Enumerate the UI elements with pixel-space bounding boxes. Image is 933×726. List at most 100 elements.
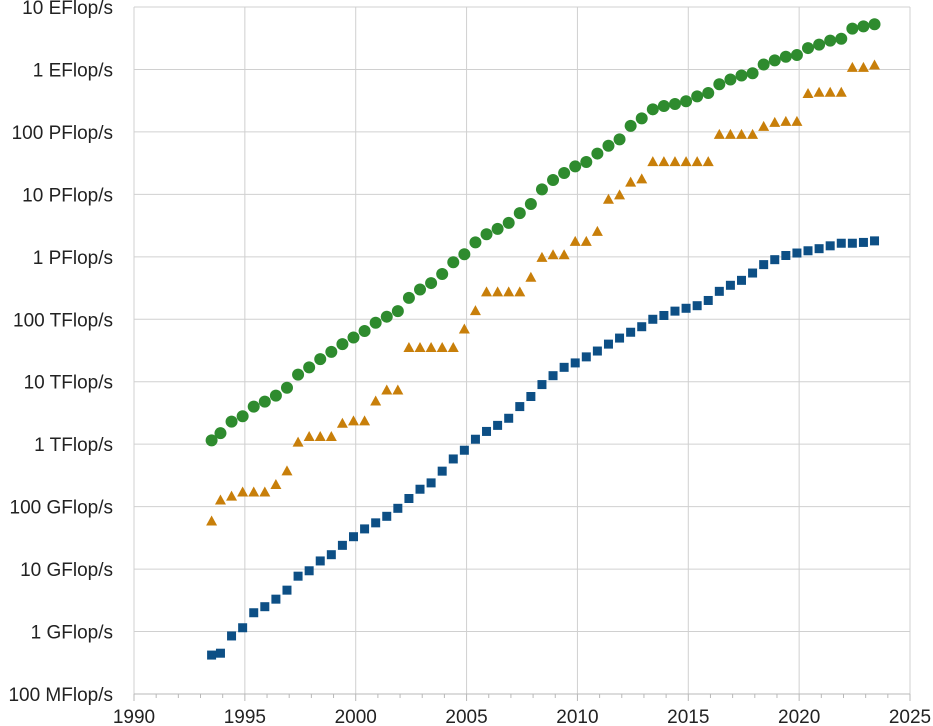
series-1-point-38 (624, 119, 637, 132)
series-1-point-58 (846, 22, 859, 35)
series-2-point-25 (481, 286, 493, 297)
series-3-point-33 (570, 358, 580, 368)
series-3-point-58 (847, 238, 857, 248)
series-2-point-49 (747, 128, 759, 139)
series-1-point-19 (414, 283, 427, 296)
series-3-point-56 (825, 241, 835, 251)
y-tick-label: 100 TFlop/s (13, 310, 113, 331)
y-tick-label: 100 MFlop/s (8, 685, 113, 706)
x-tick-label: 2005 (445, 707, 487, 726)
axes (133, 693, 911, 701)
series-1-point-18 (402, 291, 415, 304)
series-3-point-48 (736, 275, 746, 285)
series-3-point-41 (659, 310, 669, 320)
series-1-point-10 (314, 353, 327, 366)
series-3-point-46 (714, 286, 724, 296)
series-3-point-22 (448, 454, 458, 464)
series-2-point-27 (503, 286, 515, 297)
series-3-point-50 (759, 260, 769, 270)
series-2-point-56 (824, 86, 836, 97)
series-2-point-55 (813, 86, 825, 97)
series-2-point-11 (325, 431, 337, 442)
series-2-point-60 (869, 59, 881, 70)
x-tick-label: 2010 (556, 707, 598, 726)
series-3-point-35 (592, 346, 602, 356)
series-2-point-35 (591, 225, 603, 236)
series-1-point-44 (691, 90, 704, 103)
series-2-point-40 (647, 156, 659, 167)
series-1-point-16 (380, 310, 393, 323)
series-3-point-47 (725, 280, 735, 290)
series-2-point-12 (336, 417, 348, 428)
series-1-point-47 (724, 73, 737, 86)
series-3-point-45 (703, 295, 713, 305)
series-2-point-16 (381, 384, 393, 395)
series-2-point-18 (403, 341, 415, 352)
series-1-point-37 (613, 133, 626, 146)
series-1-point-25 (480, 228, 493, 241)
series-2-point-22 (447, 341, 459, 352)
series-2-point-44 (691, 156, 703, 167)
series-1-point-1 (214, 427, 227, 440)
series-3-point-27 (504, 413, 514, 423)
series-3-point-18 (404, 493, 414, 503)
series-3-point-25 (482, 426, 492, 436)
series-3-point-13 (348, 532, 358, 542)
series-1-point-54 (802, 42, 815, 55)
y-tick-label: 10 GFlop/s (20, 560, 113, 581)
series-2-point-36 (602, 193, 614, 204)
series-2-point-45 (702, 156, 714, 167)
y-tick-label: 10 TFlop/s (24, 373, 113, 394)
series-3-point-43 (681, 303, 691, 313)
series-3-point-36 (603, 339, 613, 349)
series-3-point-14 (360, 524, 370, 534)
series-1-point-12 (336, 338, 349, 351)
series-2-point-39 (636, 173, 648, 184)
series-2-point-1 (214, 494, 226, 505)
y-tick-label: 100 PFlop/s (12, 123, 113, 144)
series-1-point-28 (513, 207, 526, 220)
series-1-point-4 (247, 400, 260, 413)
series-3-point-49 (748, 268, 758, 278)
series-1-point-55 (813, 38, 826, 51)
series-3-point-15 (371, 518, 381, 528)
x-tick-label: 2015 (667, 707, 709, 726)
series-1-point-26 (491, 222, 504, 235)
series-3-point-10 (315, 556, 325, 566)
series-3-point-9 (304, 566, 314, 576)
series-3-point-3 (238, 623, 248, 633)
series-2-point-42 (669, 156, 681, 167)
series-2-point-10 (314, 431, 326, 442)
series-3-point-42 (670, 306, 680, 316)
series-1-point-53 (790, 49, 803, 62)
series-1-point-33 (569, 160, 582, 173)
x-tick-label: 2000 (335, 707, 377, 726)
series-2-point-54 (802, 87, 814, 98)
series-2-point-32 (558, 249, 570, 260)
series-1-point-35 (591, 147, 604, 160)
series-3-point-6 (271, 594, 281, 604)
series-2-point-0 (206, 515, 218, 526)
y-tick-label: 1 EFlop/s (33, 60, 113, 81)
series-3-point-54 (803, 246, 813, 256)
series-2-point-59 (857, 61, 869, 72)
series-3-point-12 (337, 540, 347, 550)
series-1-point-14 (358, 324, 371, 337)
series-1-point-9 (303, 361, 316, 374)
series-2-point-24 (469, 305, 481, 316)
series-3-point-40 (648, 314, 658, 324)
series-2-point-51 (769, 116, 781, 127)
series-2-point-9 (303, 431, 315, 442)
series-1-point-7 (280, 381, 293, 394)
y-tick-label: 1 TFlop/s (34, 435, 113, 456)
series-2-point-2 (226, 490, 238, 501)
series-3-point-0 (207, 650, 217, 660)
series-1-point-11 (325, 345, 338, 358)
series-3-point-57 (836, 238, 846, 248)
series-2-point-28 (514, 286, 526, 297)
y-tick-label: 1 PFlop/s (33, 248, 113, 269)
series-1-point-17 (391, 305, 404, 318)
series-1-point-29 (524, 198, 537, 211)
series-3-point-37 (615, 333, 625, 343)
series-1-point-15 (369, 316, 382, 329)
